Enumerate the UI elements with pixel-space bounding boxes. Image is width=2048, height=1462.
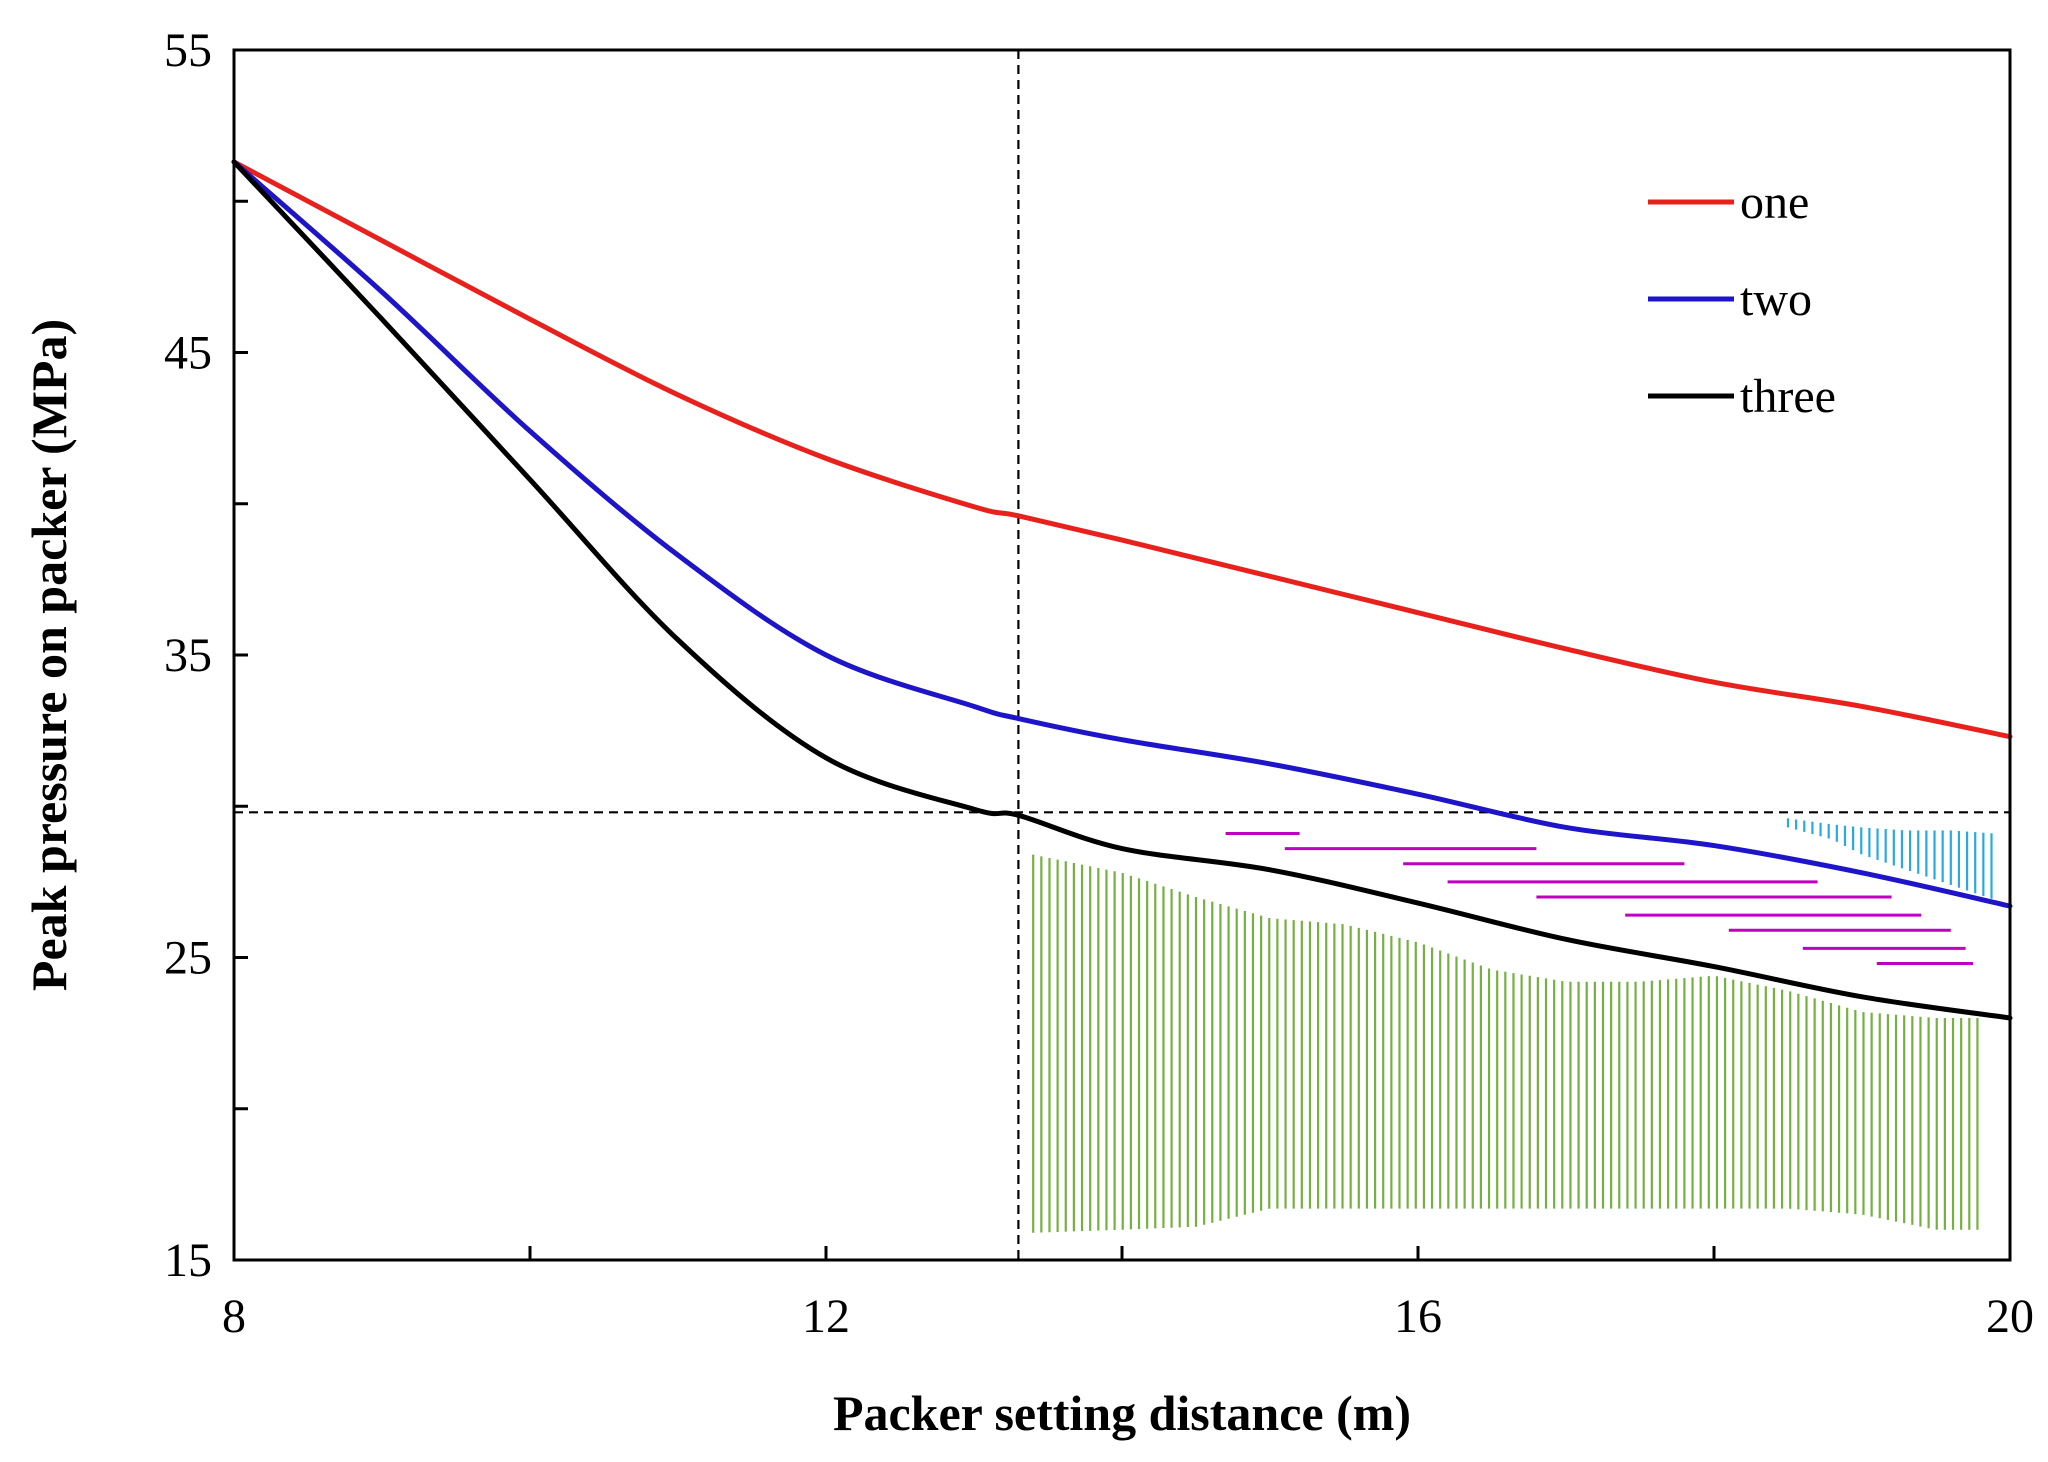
y-tick-label: 55 (164, 24, 212, 77)
legend-label-two: two (1740, 273, 1812, 326)
x-tick-label: 12 (802, 1290, 850, 1343)
x-tick-label: 20 (1986, 1290, 2034, 1343)
series-line-two (231, 159, 2013, 909)
axis-ticks: 8 12 16 20 15 25 35 45 55 (164, 24, 2034, 1343)
y-tick-label: 15 (164, 1234, 212, 1287)
y-tick-label: 25 (164, 932, 212, 985)
legend-label-three: three (1740, 370, 1836, 423)
reference-lines (234, 50, 2010, 1260)
x-axis-title: Packer setting distance (m) (833, 1385, 1411, 1441)
y-tick-label: 35 (164, 629, 212, 682)
series-line-one (231, 159, 2013, 740)
green-region (1032, 854, 1979, 1233)
series-lines (231, 159, 2013, 1021)
hatched-regions (1032, 818, 1993, 1233)
legend: one two three (1648, 176, 1836, 423)
x-tick-label: 8 (222, 1290, 246, 1343)
magenta-region (1225, 831, 1973, 966)
y-axis-title: Peak pressure on packer (MPa) (21, 319, 77, 991)
series-line-three (231, 159, 2013, 1021)
cyan-region (1786, 818, 1993, 899)
legend-label-one: one (1740, 176, 1809, 229)
x-tick-label: 16 (1394, 1290, 1442, 1343)
y-tick-label: 45 (164, 327, 212, 380)
